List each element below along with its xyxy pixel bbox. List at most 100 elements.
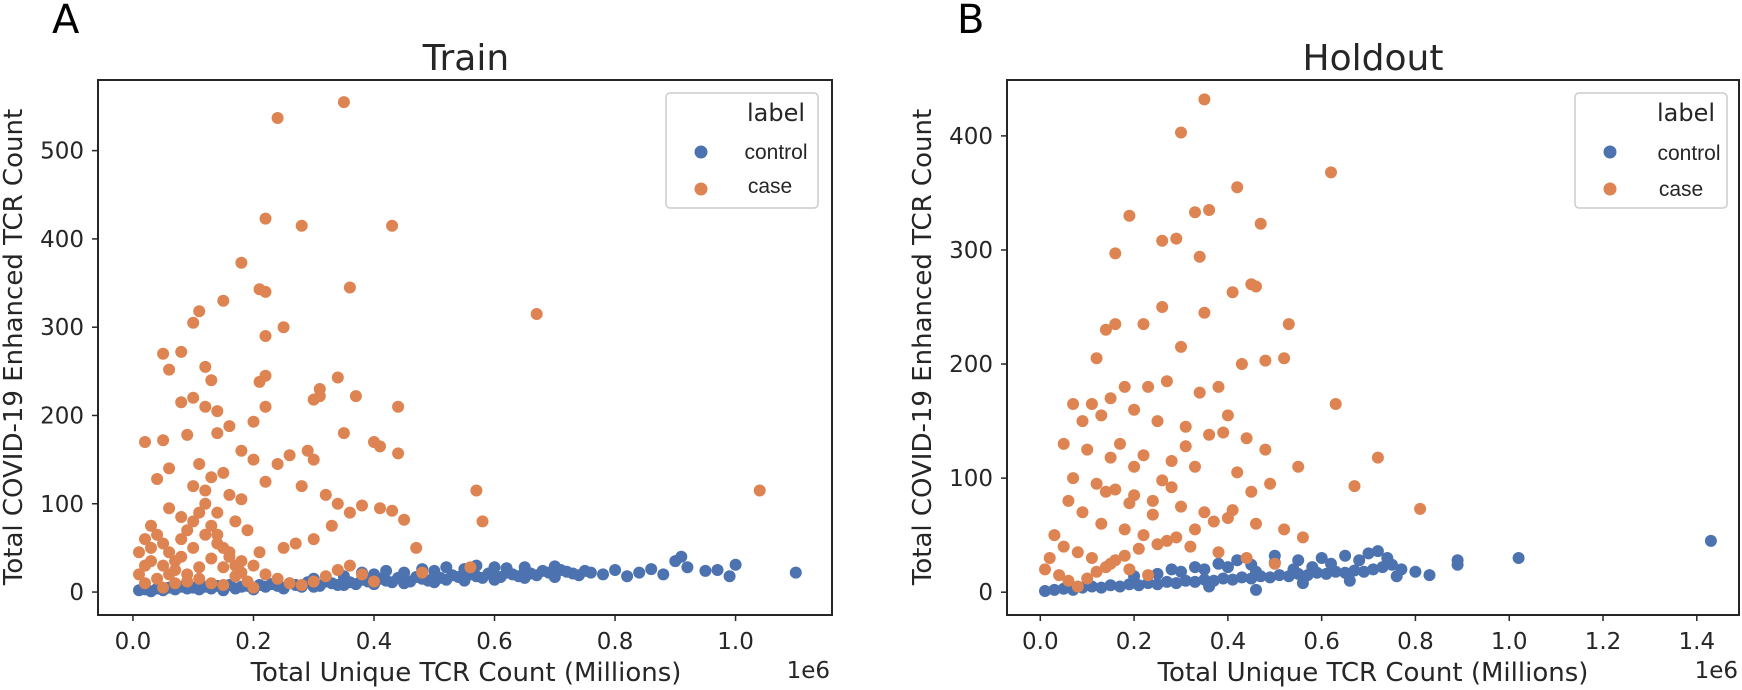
panel-letter-a: A [52, 0, 80, 43]
point-case-holdout [1259, 354, 1272, 367]
point-control-holdout [1151, 567, 1164, 580]
point-case-train [337, 427, 350, 440]
point-control-holdout [1198, 563, 1211, 576]
point-control-holdout [1409, 565, 1422, 578]
point-case-holdout [1081, 443, 1094, 456]
point-case-holdout [1053, 569, 1066, 582]
point-control-holdout [1104, 579, 1117, 592]
point-case-train [211, 405, 224, 418]
point-case-train [295, 219, 308, 232]
point-case-holdout [1090, 565, 1103, 578]
point-case-holdout [1099, 561, 1112, 574]
point-control-holdout [1381, 552, 1394, 564]
x-tick-label-holdout: 1.2 [1585, 629, 1622, 655]
point-case-train [301, 444, 314, 457]
point-case-train [217, 466, 230, 479]
point-case-holdout [1160, 534, 1173, 547]
point-case-train [139, 559, 151, 572]
y-tick-label-train: 500 [40, 139, 84, 165]
point-control-holdout [1250, 583, 1262, 596]
point-case-holdout [1123, 497, 1136, 510]
point-case-train [271, 112, 284, 124]
point-case-train [187, 316, 200, 329]
point-control-holdout [1376, 561, 1389, 574]
legend-label-case-holdout: case [1659, 178, 1703, 201]
legend-label-control-train: control [744, 141, 807, 164]
point-control-holdout [1039, 585, 1051, 597]
point-case-holdout [1198, 93, 1211, 106]
point-case-holdout [1296, 531, 1309, 544]
point-case-holdout [1085, 398, 1098, 410]
point-case-train [133, 568, 145, 581]
point-control-holdout [1231, 554, 1244, 567]
point-case-train [464, 561, 477, 574]
x-tick-label-holdout: 0.2 [1116, 629, 1153, 655]
point-case-train [343, 281, 356, 294]
x-ticks-holdout: 0.0 0.2 0.4 0.6 0.8 1.0 1.2 1.4 [1022, 615, 1715, 655]
point-control-train [380, 564, 393, 577]
point-control-train [488, 573, 501, 586]
point-case-train [259, 568, 272, 581]
point-case-holdout [1160, 375, 1173, 388]
point-case-train [157, 347, 170, 360]
point-case-train [133, 546, 145, 559]
point-case-train [753, 484, 766, 497]
x-tick-label-holdout: 1.0 [1491, 629, 1528, 655]
point-case-train [157, 581, 170, 594]
point-case-train [163, 502, 176, 515]
point-case-train [247, 559, 260, 572]
point-case-train [392, 447, 405, 460]
point-case-train [386, 219, 399, 232]
point-case-train [319, 570, 332, 583]
point-case-holdout [1278, 523, 1291, 536]
point-case-train [343, 559, 356, 572]
x-axis-label-train: Total Unique TCR Count (Millions) [250, 658, 682, 688]
point-case-holdout [1231, 466, 1244, 479]
point-case-holdout [1156, 474, 1169, 487]
point-case-holdout [1104, 451, 1117, 464]
point-case-holdout [1235, 358, 1248, 370]
scatter-points-holdout [1039, 93, 1717, 597]
point-case-train [187, 391, 200, 404]
point-case-train [139, 436, 151, 448]
point-case-train [271, 458, 284, 470]
point-control-holdout [1114, 580, 1126, 593]
point-case-train [205, 577, 218, 590]
point-control-holdout [1353, 554, 1366, 567]
point-case-holdout [1118, 380, 1131, 393]
point-case-train [307, 575, 320, 588]
point-control-holdout [1151, 578, 1164, 591]
point-case-train [163, 462, 176, 475]
point-case-train [307, 533, 320, 546]
point-control-train [609, 564, 622, 576]
point-case-train [199, 497, 212, 510]
point-case-train [217, 541, 230, 554]
point-case-holdout [1071, 546, 1084, 559]
point-control-holdout [1320, 567, 1333, 580]
point-control-holdout [1451, 558, 1464, 571]
point-case-train [343, 506, 356, 519]
point-case-train [145, 541, 157, 554]
point-control-train [428, 576, 441, 589]
point-case-train [253, 375, 266, 388]
point-case-train [277, 541, 290, 554]
point-case-holdout [1198, 306, 1211, 319]
point-case-train [313, 390, 326, 403]
x-tick-label-holdout: 0.4 [1210, 629, 1247, 655]
point-case-holdout [1170, 531, 1183, 544]
point-case-train [211, 506, 224, 519]
point-case-holdout [1175, 340, 1187, 353]
point-case-train [386, 504, 399, 517]
point-case-train [175, 396, 188, 409]
point-case-train [199, 484, 212, 497]
legend-marker-case-train [694, 182, 708, 196]
point-control-holdout [1339, 549, 1352, 562]
point-case-holdout [1128, 460, 1141, 473]
point-case-train [193, 458, 206, 470]
point-case-train [307, 453, 320, 466]
point-case-train [223, 488, 236, 501]
point-control-holdout [1165, 563, 1178, 576]
point-case-holdout [1240, 552, 1253, 564]
point-case-train [247, 581, 260, 594]
point-case-train [247, 453, 260, 466]
